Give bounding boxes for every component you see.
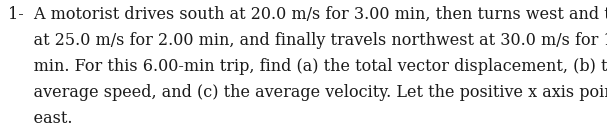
Text: 1-  A motorist drives south at 20.0 m/s for 3.00 min, then turns west and travel: 1- A motorist drives south at 20.0 m/s f… xyxy=(8,6,607,23)
Text: min. For this 6.00-min trip, find (a) the total vector displacement, (b) the: min. For this 6.00-min trip, find (a) th… xyxy=(8,58,607,75)
Text: average speed, and (c) the average velocity. Let the positive x axis point: average speed, and (c) the average veloc… xyxy=(8,84,607,101)
Text: east.: east. xyxy=(8,110,72,127)
Text: at 25.0 m/s for 2.00 min, and finally travels northwest at 30.0 m/s for 1.00: at 25.0 m/s for 2.00 min, and finally tr… xyxy=(8,32,607,49)
